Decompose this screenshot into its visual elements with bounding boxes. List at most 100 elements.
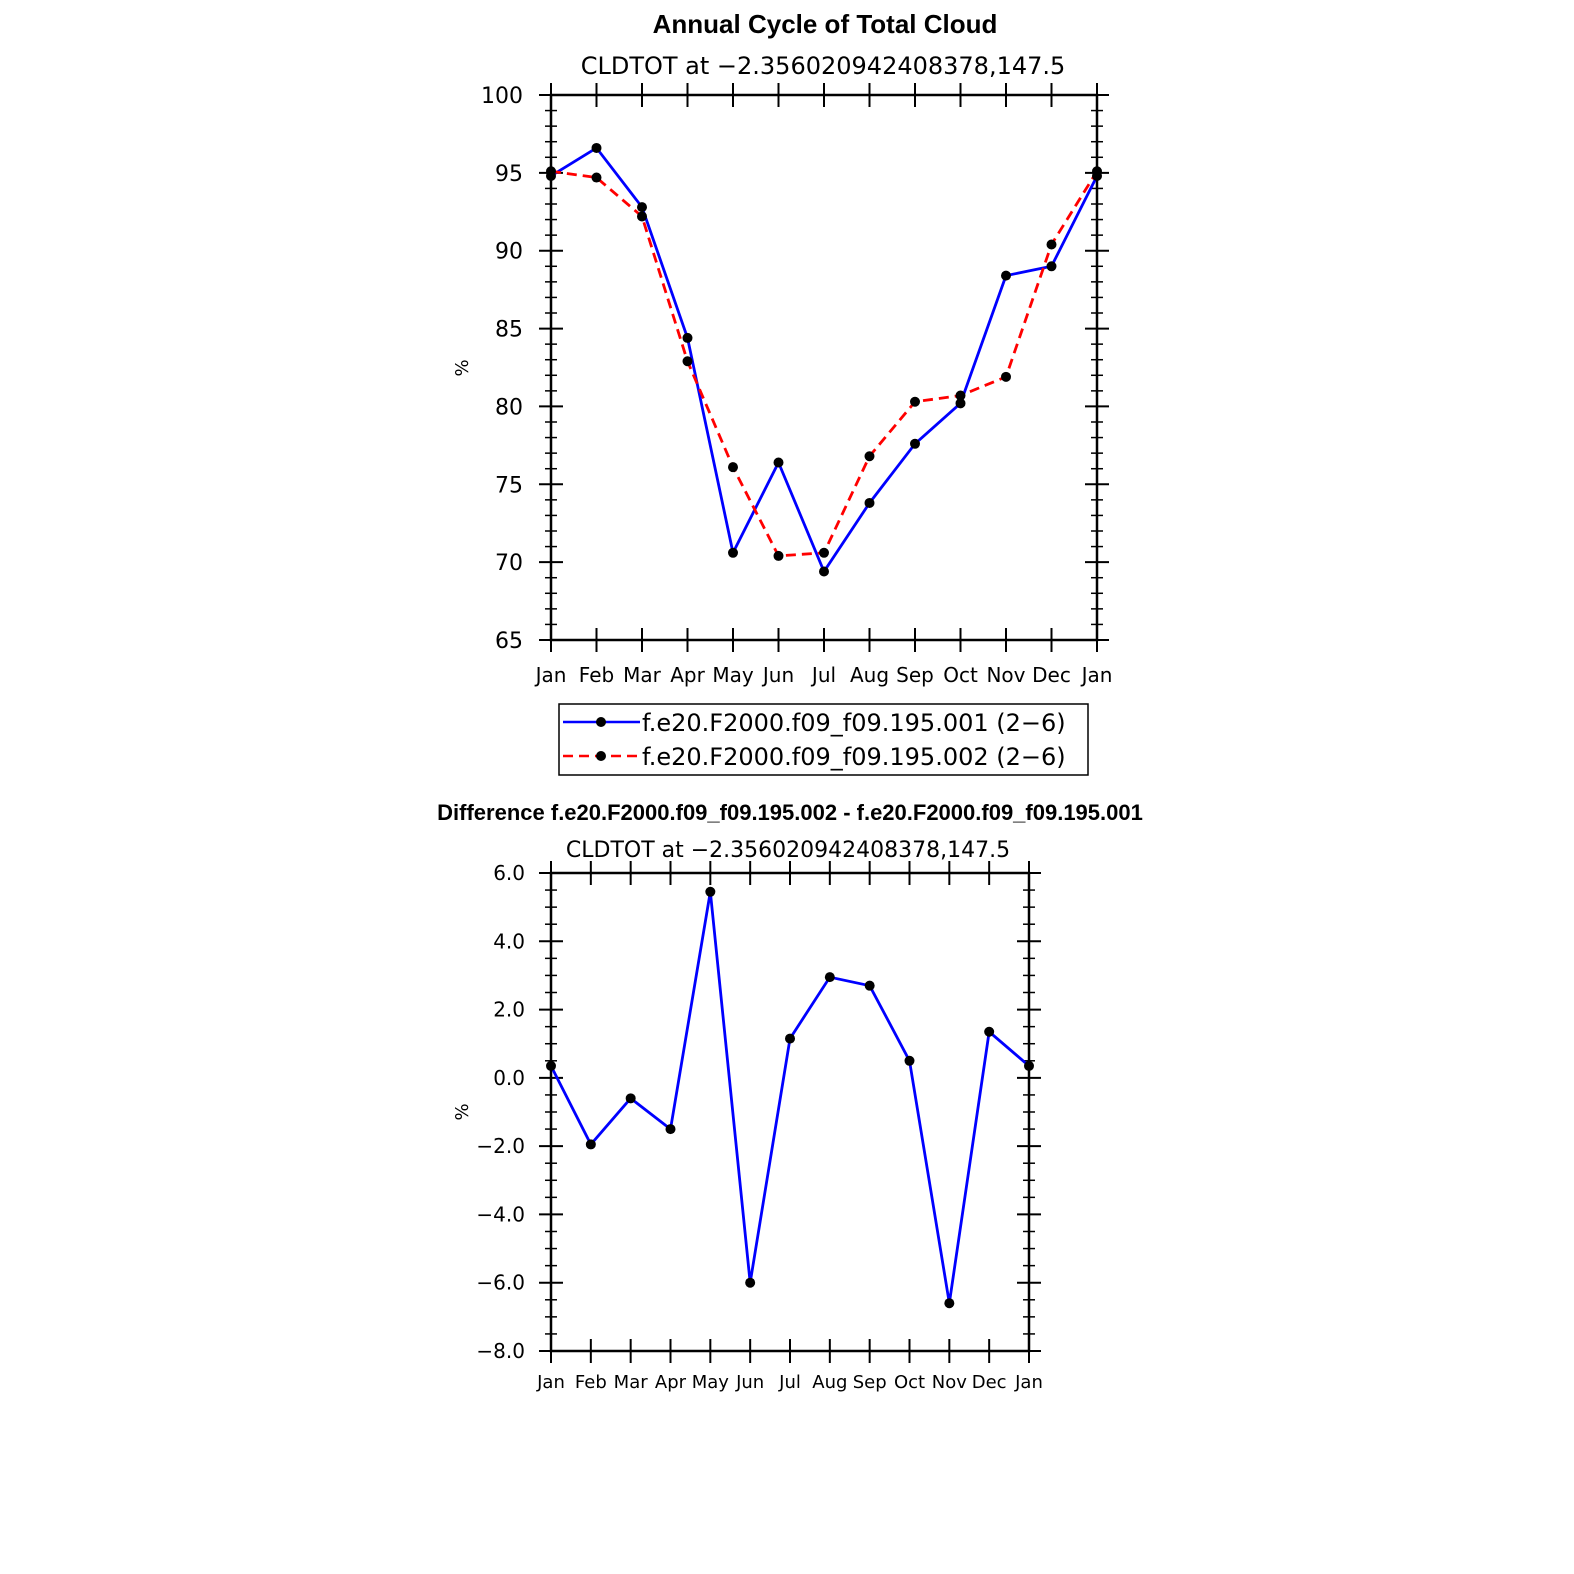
data-point-series-1 — [944, 1298, 955, 1309]
chart2-xtick: Nov — [932, 1372, 967, 1393]
chart1-xtick: Aug — [850, 663, 889, 687]
chart2-xtick: Feb — [575, 1372, 607, 1393]
chart1-xtick: Nov — [986, 663, 1025, 687]
chart2-xtick: Aug — [812, 1372, 847, 1393]
data-point-series-1 — [625, 1093, 636, 1104]
data-point-series-2 — [591, 172, 602, 183]
chart2-ytick: −4.0 — [476, 1202, 525, 1226]
data-point-series-2 — [1001, 371, 1011, 382]
chart1-xtick: Apr — [670, 663, 705, 687]
chart2-ytick: 0.0 — [493, 1066, 525, 1090]
chart1-xtick: Jan — [1080, 663, 1113, 687]
chart1-xtick: Dec — [1032, 663, 1071, 687]
data-point-series-1 — [1024, 1060, 1034, 1071]
data-point-series-1 — [773, 457, 784, 468]
data-point-series-1 — [637, 202, 647, 213]
difference-chart: Difference f.e20.F2000.f09_f09.195.002 -… — [437, 800, 1143, 1393]
annual-cycle-chart: Annual Cycle of Total Cloud CLDTOT at −2… — [452, 9, 1113, 776]
chart1-xtick: Jan — [534, 663, 567, 687]
chart1-xtick: May — [712, 663, 754, 687]
chart1-ytick: 65 — [495, 629, 523, 654]
data-point-series-2 — [910, 396, 920, 407]
data-point-series-1 — [1001, 270, 1011, 281]
data-point-series-1 — [955, 398, 966, 409]
chart1-ytick: 80 — [495, 395, 523, 420]
chart1-xtick: Sep — [896, 663, 934, 687]
data-point-series-2 — [637, 211, 647, 222]
series-line-2 — [550, 169, 1099, 558]
data-point-series-2 — [1092, 166, 1102, 177]
chart1-ytick: 70 — [495, 551, 523, 576]
legend-box — [558, 703, 1089, 776]
chart2-ytick: −8.0 — [476, 1339, 525, 1363]
data-point-series-1 — [819, 566, 829, 577]
chart1-ytick: 90 — [495, 240, 523, 265]
data-point-series-1 — [864, 497, 875, 508]
data-point-series-1 — [705, 886, 716, 897]
chart2-xtick: Jun — [735, 1372, 764, 1393]
chart2-series — [546, 886, 1034, 1309]
legend-label-series-2: f.e20.F2000.f09_f09.195.002 (2−6) — [642, 743, 1066, 771]
chart1-series — [546, 142, 1102, 577]
chart2-xtick: Jan — [536, 1372, 565, 1393]
data-point-series-1 — [745, 1277, 756, 1288]
data-point-series-2 — [819, 547, 829, 558]
chart1-ytick: 95 — [495, 162, 523, 187]
data-point-series-2 — [728, 462, 738, 473]
series-line-1 — [549, 891, 1030, 1304]
chart2-title: Difference f.e20.F2000.f09_f09.195.002 -… — [437, 800, 1143, 825]
data-point-series-1 — [824, 972, 835, 983]
chart2-xtick: Jul — [778, 1372, 801, 1393]
chart2-xtick: Mar — [614, 1372, 649, 1393]
chart2-axes — [539, 861, 1041, 1363]
data-point-series-2 — [682, 356, 693, 367]
data-point-series-1 — [665, 1124, 676, 1135]
chart2-ytick: −2.0 — [476, 1134, 525, 1158]
data-point-series-2 — [546, 166, 556, 177]
data-point-series-1 — [910, 438, 920, 449]
chart1-axes — [539, 83, 1109, 652]
data-point-series-1 — [728, 547, 738, 558]
data-point-series-2 — [864, 451, 875, 462]
data-point-series-1 — [682, 332, 693, 343]
chart2-ytick: 4.0 — [493, 929, 525, 953]
legend-marker-series-1 — [596, 717, 606, 727]
data-point-series-1 — [904, 1055, 915, 1066]
chart1-ylabel: % — [452, 359, 473, 376]
chart1-x-tick-labels: Jan Feb Mar Apr May Jun Jul Aug Sep Oct … — [534, 663, 1113, 687]
chart1-xtick: Oct — [943, 663, 978, 687]
data-point-series-2 — [773, 550, 784, 561]
chart2-y-tick-labels: −8.0 −6.0 −4.0 −2.0 0.0 2.0 4.0 6.0 — [476, 861, 525, 1363]
chart1-xtick: Feb — [579, 663, 614, 687]
data-point-series-1 — [864, 980, 875, 991]
chart2-xtick: Sep — [853, 1372, 887, 1393]
chart1-xtick: Jul — [810, 663, 836, 687]
legend-label-series-1: f.e20.F2000.f09_f09.195.001 (2−6) — [642, 709, 1066, 737]
data-point-series-2 — [1046, 239, 1057, 250]
chart2-xtick: Dec — [972, 1372, 1007, 1393]
chart1-ytick: 85 — [495, 318, 523, 343]
chart2-ylabel: % — [452, 1103, 473, 1120]
chart2-ytick: −6.0 — [476, 1271, 525, 1295]
plot-frame — [549, 93, 1099, 642]
chart2-xtick: Jan — [1014, 1372, 1043, 1393]
plot-frame — [549, 871, 1031, 1353]
series-line-1 — [550, 146, 1099, 575]
chart2-ytick: 2.0 — [493, 998, 525, 1022]
chart2-subtitle: CLDTOT at −2.356020942408378,147.5 — [566, 838, 1010, 863]
data-point-series-1 — [984, 1026, 995, 1037]
data-point-series-1 — [1046, 261, 1057, 272]
data-point-series-1 — [546, 1060, 556, 1071]
chart1-y-tick-labels: 65 70 75 80 85 90 95 100 — [481, 84, 523, 654]
data-point-series-2 — [955, 390, 966, 401]
data-point-series-1 — [591, 142, 602, 153]
chart1-ytick: 75 — [495, 473, 523, 498]
chart1-subtitle: CLDTOT at −2.356020942408378,147.5 — [581, 52, 1066, 80]
chart2-ytick: 6.0 — [493, 861, 525, 885]
chart2-xtick: Oct — [894, 1372, 925, 1393]
chart2-xtick: May — [692, 1372, 730, 1393]
chart1-ytick: 100 — [481, 84, 523, 109]
legend-marker-series-2 — [596, 751, 606, 761]
data-point-series-1 — [785, 1033, 795, 1044]
